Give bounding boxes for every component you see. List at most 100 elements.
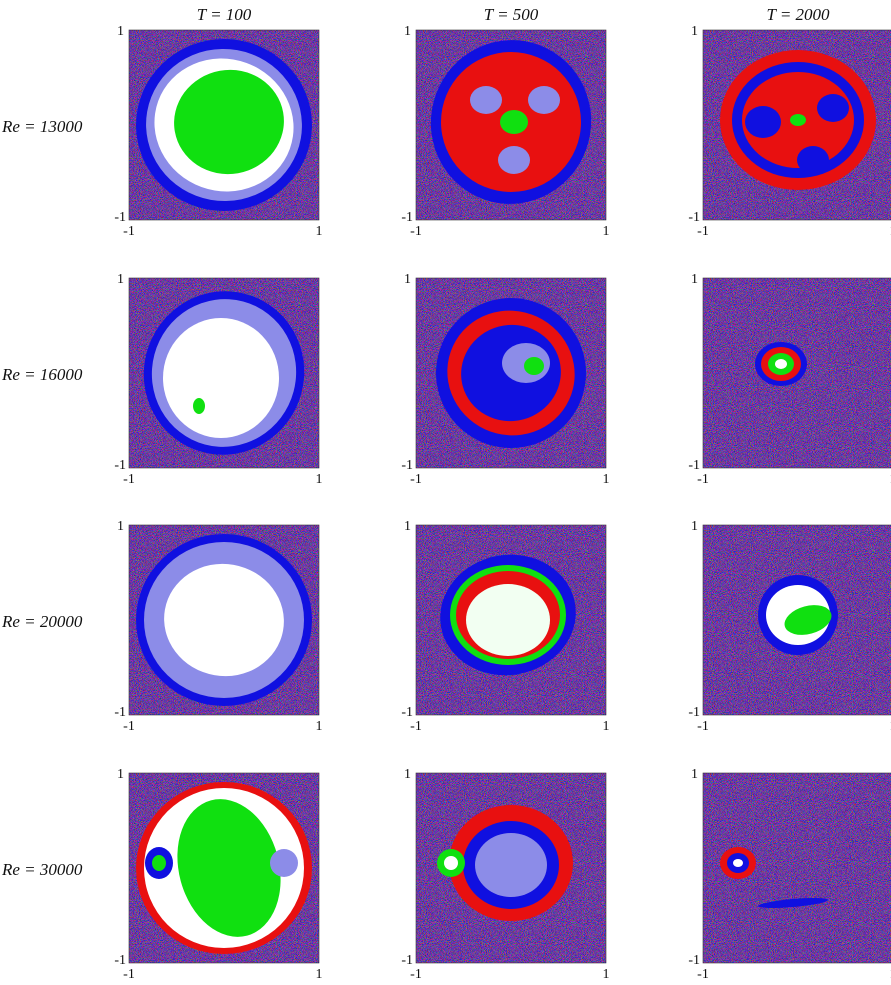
flow-region bbox=[817, 94, 849, 122]
panel-frame bbox=[128, 772, 320, 964]
x-tick-label: -1 bbox=[123, 224, 135, 239]
flow-region bbox=[152, 855, 166, 871]
y-tick-label: 1 bbox=[117, 24, 124, 39]
column-title: T = 500 bbox=[484, 5, 539, 24]
x-tick-label: 1 bbox=[890, 967, 891, 982]
y-tick-label: 1 bbox=[691, 272, 698, 287]
flow-region bbox=[270, 849, 298, 877]
column-title: T = 100 bbox=[197, 5, 252, 24]
flow-region bbox=[733, 859, 743, 867]
x-tick-label: -1 bbox=[697, 224, 709, 239]
x-tick-label: 1 bbox=[316, 224, 323, 239]
y-tick-label: -1 bbox=[688, 705, 700, 720]
y-tick-label: 1 bbox=[117, 767, 124, 782]
x-tick-label: 1 bbox=[603, 472, 610, 487]
panel-image bbox=[416, 30, 606, 220]
panel-image bbox=[129, 773, 319, 963]
y-tick-label: -1 bbox=[114, 458, 126, 473]
flow-region bbox=[745, 106, 781, 138]
panel-image bbox=[416, 278, 606, 468]
panel-frame bbox=[702, 277, 891, 469]
panel-image bbox=[703, 773, 891, 963]
x-tick-label: -1 bbox=[123, 719, 135, 734]
x-tick-label: 1 bbox=[890, 719, 891, 734]
flow-region bbox=[177, 799, 281, 937]
x-tick-label: -1 bbox=[697, 472, 709, 487]
x-tick-label: -1 bbox=[410, 719, 422, 734]
x-tick-label: -1 bbox=[697, 719, 709, 734]
x-tick-label: -1 bbox=[410, 224, 422, 239]
panel: 1 -1-1 1 bbox=[114, 272, 323, 487]
flow-region bbox=[775, 359, 787, 369]
panel: 1 -1-1 1 bbox=[401, 519, 609, 734]
panel: 1 -1-1 1 bbox=[114, 519, 322, 734]
flow-region bbox=[790, 114, 806, 126]
x-tick-label: -1 bbox=[123, 967, 135, 982]
panel: 1 -1-1 1 bbox=[688, 24, 891, 239]
panel-frame bbox=[702, 29, 891, 221]
y-tick-label: -1 bbox=[114, 953, 126, 968]
panel-image bbox=[703, 525, 891, 715]
panel-frame bbox=[702, 524, 891, 716]
row-label: Re = 30000 bbox=[1, 860, 83, 879]
y-tick-label: 1 bbox=[117, 272, 124, 287]
x-tick-label: -1 bbox=[410, 967, 422, 982]
x-tick-label: -1 bbox=[697, 967, 709, 982]
flow-region bbox=[797, 146, 829, 174]
flow-region bbox=[498, 146, 530, 174]
x-tick-label: 1 bbox=[603, 224, 610, 239]
y-tick-label: 1 bbox=[404, 519, 411, 534]
panel-image bbox=[416, 525, 606, 715]
column-title: T = 2000 bbox=[766, 5, 830, 24]
panel-frame bbox=[415, 772, 607, 964]
panel: 1 -1-1 1 bbox=[401, 767, 609, 982]
panel: 1 -1-1 1 bbox=[114, 767, 322, 982]
panel-frame bbox=[702, 772, 891, 964]
panel-frame bbox=[128, 29, 320, 221]
flow-region bbox=[163, 318, 279, 438]
flow-region bbox=[475, 833, 547, 897]
flow-region bbox=[500, 110, 528, 134]
y-tick-label: 1 bbox=[691, 24, 698, 39]
y-tick-label: -1 bbox=[688, 953, 700, 968]
y-tick-label: 1 bbox=[404, 272, 411, 287]
flow-region bbox=[528, 86, 560, 114]
x-tick-label: 1 bbox=[890, 472, 891, 487]
panel: 1 -1-1 1 bbox=[688, 519, 891, 734]
panel-frame bbox=[415, 29, 607, 221]
panel: 1 -1-1 1 bbox=[401, 272, 609, 487]
x-tick-label: 1 bbox=[603, 719, 610, 734]
flow-region bbox=[193, 398, 205, 414]
flow-region bbox=[466, 584, 550, 656]
y-tick-label: -1 bbox=[401, 210, 413, 225]
x-tick-label: 1 bbox=[316, 719, 323, 734]
panel-image bbox=[703, 278, 891, 468]
y-tick-label: -1 bbox=[401, 458, 413, 473]
x-tick-label: 1 bbox=[890, 224, 891, 239]
y-tick-label: 1 bbox=[117, 519, 124, 534]
y-tick-label: -1 bbox=[688, 458, 700, 473]
panel: 1 -1-1 1 bbox=[688, 767, 891, 982]
panel: 1 -1-1 1 bbox=[114, 24, 322, 239]
panel-image bbox=[129, 525, 319, 715]
flow-region bbox=[758, 897, 828, 909]
row-label: Re = 13000 bbox=[1, 117, 83, 136]
y-tick-label: 1 bbox=[404, 767, 411, 782]
flow-region bbox=[174, 69, 284, 175]
x-tick-label: 1 bbox=[316, 967, 323, 982]
y-tick-label: -1 bbox=[688, 210, 700, 225]
panel-frame bbox=[128, 277, 320, 469]
y-tick-label: 1 bbox=[404, 24, 411, 39]
x-tick-label: -1 bbox=[123, 472, 135, 487]
row-label: Re = 16000 bbox=[1, 365, 83, 384]
panel-frame bbox=[415, 524, 607, 716]
panel-image bbox=[129, 278, 319, 468]
flow-region bbox=[524, 357, 544, 375]
x-tick-label: -1 bbox=[410, 472, 422, 487]
y-tick-label: 1 bbox=[691, 767, 698, 782]
y-tick-label: -1 bbox=[114, 210, 126, 225]
panel-frame bbox=[128, 524, 320, 716]
x-tick-label: 1 bbox=[316, 472, 323, 487]
